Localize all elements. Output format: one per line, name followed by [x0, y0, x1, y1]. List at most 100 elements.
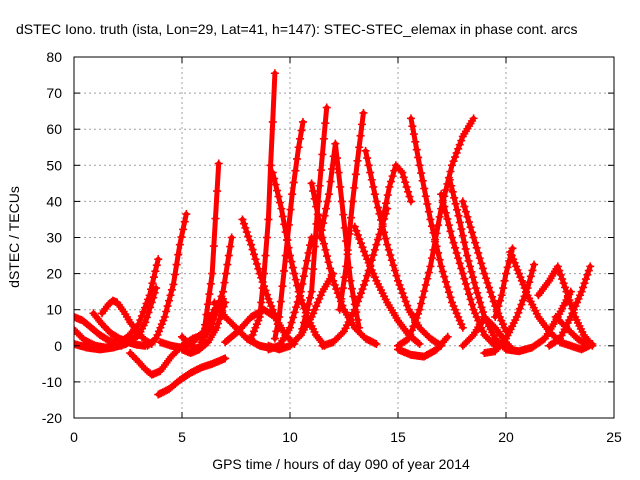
data-point-marker	[429, 228, 438, 237]
data-point-marker	[437, 190, 446, 199]
data-point-marker	[274, 192, 283, 201]
data-point-marker	[481, 274, 490, 283]
data-point-marker	[468, 332, 477, 341]
data-point-marker	[307, 287, 316, 296]
data-point-marker	[518, 296, 527, 305]
data-point-marker	[454, 144, 463, 153]
data-point-marker	[312, 302, 321, 311]
data-point-marker	[415, 339, 424, 348]
data-point-marker	[369, 182, 378, 191]
data-point-marker	[136, 316, 145, 325]
series-arc-31	[394, 332, 452, 361]
data-point-marker	[499, 284, 508, 293]
data-point-marker	[568, 309, 577, 318]
data-point-marker	[457, 136, 466, 145]
data-point-marker	[426, 215, 435, 224]
data-point-marker	[455, 140, 464, 149]
data-point-marker	[449, 157, 458, 166]
data-point-marker	[415, 161, 424, 170]
data-point-marker	[491, 312, 500, 321]
data-point-marker	[519, 280, 528, 289]
data-point-marker	[265, 298, 274, 307]
y-tick-label: 80	[46, 49, 62, 65]
series-arc-22	[307, 179, 381, 348]
data-point-marker	[251, 323, 260, 332]
data-point-marker	[317, 226, 326, 235]
data-point-marker	[489, 340, 498, 349]
data-point-marker	[201, 320, 210, 329]
data-point-marker	[554, 335, 563, 344]
series-arc-18	[270, 117, 307, 343]
data-point-marker	[134, 320, 143, 329]
data-point-marker	[348, 197, 357, 206]
data-point-marker	[478, 308, 487, 317]
data-point-marker	[469, 233, 478, 242]
data-point-marker	[471, 238, 480, 247]
data-point-marker	[446, 293, 455, 302]
data-point-marker	[208, 320, 217, 329]
data-point-marker	[515, 304, 524, 313]
data-point-marker	[270, 309, 279, 318]
data-point-marker	[471, 309, 480, 318]
data-point-marker	[421, 280, 430, 289]
x-tick-label: 0	[70, 429, 78, 445]
data-point-marker	[297, 126, 306, 135]
series-arc-04	[89, 309, 150, 350]
data-point-marker	[264, 294, 273, 303]
data-point-marker	[345, 229, 354, 238]
series-arc-03	[74, 312, 126, 350]
data-point-marker	[472, 312, 481, 321]
data-point-marker	[401, 297, 410, 306]
data-point-marker	[383, 191, 392, 200]
data-point-marker	[195, 345, 204, 354]
data-point-marker	[205, 290, 214, 299]
data-point-marker	[159, 316, 168, 325]
data-point-marker	[248, 330, 257, 339]
data-point-marker	[418, 293, 427, 302]
data-point-marker	[247, 334, 256, 343]
data-point-marker	[172, 260, 181, 269]
data-point-marker	[342, 262, 351, 271]
data-point-marker	[579, 283, 588, 292]
data-point-marker	[444, 288, 453, 297]
series-arc-23	[316, 139, 364, 332]
data-point-marker	[343, 246, 352, 255]
data-point-marker	[295, 292, 304, 301]
data-point-marker	[241, 223, 250, 232]
data-point-marker	[321, 245, 330, 254]
data-point-marker	[530, 260, 539, 269]
data-point-marker	[402, 182, 411, 191]
data-point-marker	[278, 212, 287, 221]
data-point-marker	[261, 251, 270, 260]
data-point-marker	[464, 290, 473, 299]
y-tick-label: 10	[46, 302, 62, 318]
data-point-marker	[366, 168, 375, 177]
data-point-marker	[483, 278, 492, 287]
data-point-marker	[291, 275, 300, 284]
series-arc-25	[335, 108, 368, 314]
data-point-marker	[221, 354, 230, 363]
data-point-marker	[179, 225, 188, 234]
data-point-marker	[438, 196, 447, 205]
data-point-marker	[363, 271, 372, 280]
data-point-marker	[255, 312, 264, 321]
data-point-marker	[380, 207, 389, 216]
data-point-marker	[477, 259, 486, 268]
x-tick-label: 20	[498, 429, 514, 445]
data-point-marker	[313, 298, 322, 307]
data-point-marker	[469, 305, 478, 314]
data-point-marker	[356, 289, 365, 298]
chart-title: dSTEC Iono. truth (ista, Lon=29, Lat=41,…	[16, 21, 577, 37]
data-point-marker	[448, 161, 456, 170]
x-tick-label: 5	[178, 429, 186, 445]
data-point-marker	[457, 225, 466, 234]
data-point-marker	[208, 269, 217, 278]
data-point-marker	[165, 296, 174, 305]
data-point-marker	[466, 262, 474, 271]
data-point-marker	[160, 312, 169, 321]
data-point-marker	[358, 120, 366, 129]
data-point-marker	[364, 161, 373, 170]
data-point-marker	[356, 131, 365, 140]
data-point-marker	[287, 318, 296, 327]
data-point-marker	[559, 279, 568, 288]
